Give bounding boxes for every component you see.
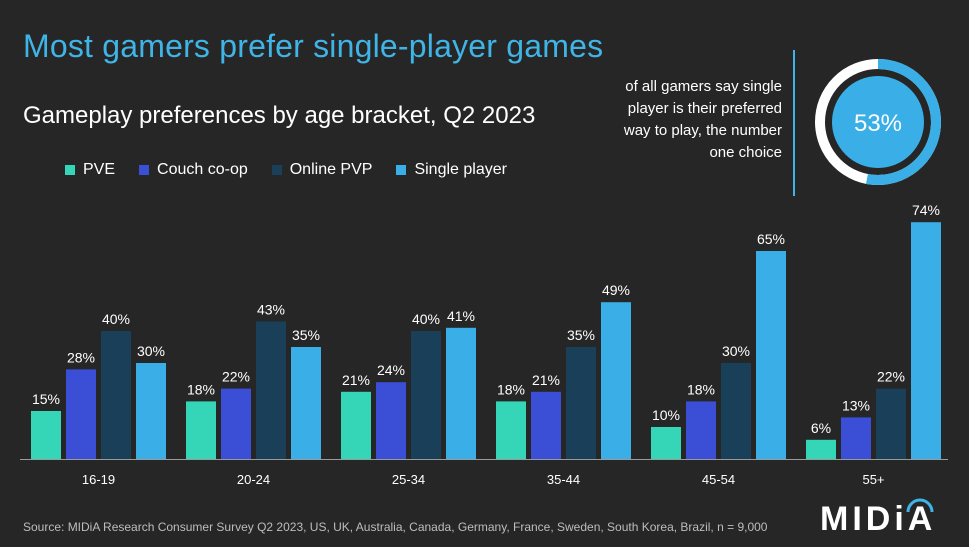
data-label-online-pvp-20-24: 43% [257, 301, 285, 317]
donut-value-label: 53% [854, 110, 902, 137]
legend-label-online-pvp: Online PVP [289, 161, 373, 178]
legend-swatch-pve [65, 165, 75, 175]
brand-logo: MIDiA [820, 500, 937, 538]
bar-online-pvp-55+ [876, 388, 906, 459]
bar-single-player-20-24 [291, 347, 321, 459]
bar-single-player-25-34 [446, 327, 476, 459]
bar-pve-20-24 [186, 401, 216, 459]
bar-single-player-35-44 [601, 302, 631, 459]
bar-couch-coop-55+ [841, 417, 871, 459]
x-tick-label-16-19: 16-19 [82, 472, 115, 487]
data-label-couch-coop-16-19: 28% [67, 349, 95, 365]
data-label-couch-coop-35-44: 21% [532, 372, 560, 388]
donut-chart: 53% [815, 59, 941, 185]
data-label-couch-coop-20-24: 22% [222, 369, 250, 385]
bar-pve-35-44 [496, 401, 526, 459]
bar-single-player-45-54 [756, 251, 786, 459]
chart-legend: PVE Couch co-op Online PVP Single player [65, 161, 531, 179]
donut-center [832, 76, 924, 168]
legend-item-single-player: Single player [396, 161, 507, 179]
bar-pve-45-54 [651, 427, 681, 459]
x-tick-label-45-54: 45-54 [702, 472, 735, 487]
bar-couch-coop-25-34 [376, 382, 406, 459]
data-label-pve-25-34: 21% [342, 372, 370, 388]
data-label-couch-coop-45-54: 18% [687, 381, 715, 397]
legend-swatch-couch-coop [139, 165, 150, 175]
data-label-pve-55+: 6% [811, 420, 831, 436]
bar-online-pvp-25-34 [411, 331, 441, 459]
x-tick-label-35-44: 35-44 [547, 472, 580, 487]
data-label-pve-20-24: 18% [187, 381, 215, 397]
data-label-online-pvp-25-34: 40% [412, 311, 440, 327]
data-label-pve-35-44: 18% [497, 381, 525, 397]
data-label-single-player-16-19: 30% [137, 343, 165, 359]
bar-online-pvp-20-24 [256, 321, 286, 459]
x-tick-label-25-34: 25-34 [392, 472, 425, 487]
legend-label-pve: PVE [83, 161, 116, 178]
brand-arc-icon [906, 498, 934, 513]
data-label-pve-45-54: 10% [652, 407, 680, 423]
bar-couch-coop-20-24 [221, 388, 251, 459]
data-label-couch-coop-55+: 13% [842, 397, 870, 413]
legend-swatch-online-pvp [271, 165, 282, 175]
callout-text: of all gamers say single player is their… [623, 78, 782, 161]
data-label-pve-16-19: 15% [32, 391, 60, 407]
data-label-single-player-55+: 74% [912, 202, 940, 218]
legend-item-couch-coop: Couch co-op [139, 161, 248, 179]
legend-label-single-player: Single player [414, 161, 507, 178]
data-label-single-player-45-54: 65% [757, 231, 785, 247]
bar-pve-55+ [806, 439, 836, 459]
bar-chart: 15% 28% 40% 30% 16-19 18% 22% 43% 35% 20-24 21% 24%… [20, 202, 948, 487]
bar-single-player-16-19 [136, 363, 166, 459]
bar-couch-coop-16-19 [66, 369, 96, 459]
bar-couch-coop-45-54 [686, 401, 716, 459]
data-label-single-player-35-44: 49% [602, 282, 630, 298]
donut-value-arc [815, 59, 941, 185]
callout-divider [793, 50, 795, 196]
bar-single-player-55+ [911, 222, 941, 459]
bar-online-pvp-45-54 [721, 363, 751, 459]
bar-online-pvp-16-19 [101, 331, 131, 459]
data-label-online-pvp-45-54: 30% [722, 343, 750, 359]
data-label-couch-coop-25-34: 24% [377, 362, 405, 378]
bar-online-pvp-35-44 [566, 347, 596, 459]
page-title: Most gamers prefer single-player games [23, 28, 604, 64]
legend-label-couch-coop: Couch co-op [157, 161, 248, 178]
bar-pve-25-34 [341, 391, 371, 459]
bar-couch-coop-35-44 [531, 391, 561, 459]
x-tick-label-55+: 55+ [862, 472, 884, 487]
legend-item-pve: PVE [65, 161, 115, 179]
chart-subtitle: Gameplay preferences by age bracket, Q2 … [23, 102, 536, 129]
legend-swatch-single-player [396, 165, 407, 175]
x-tick-label-20-24: 20-24 [237, 472, 270, 487]
source-note: Source: MIDiA Research Consumer Survey Q… [23, 520, 768, 534]
bar-pve-16-19 [31, 411, 61, 459]
data-label-single-player-20-24: 35% [292, 327, 320, 343]
legend-item-online-pvp: Online PVP [271, 161, 373, 179]
data-label-single-player-25-34: 41% [447, 308, 475, 324]
data-label-online-pvp-16-19: 40% [102, 311, 130, 327]
data-label-online-pvp-55+: 22% [877, 369, 905, 385]
data-label-online-pvp-35-44: 35% [567, 327, 595, 343]
